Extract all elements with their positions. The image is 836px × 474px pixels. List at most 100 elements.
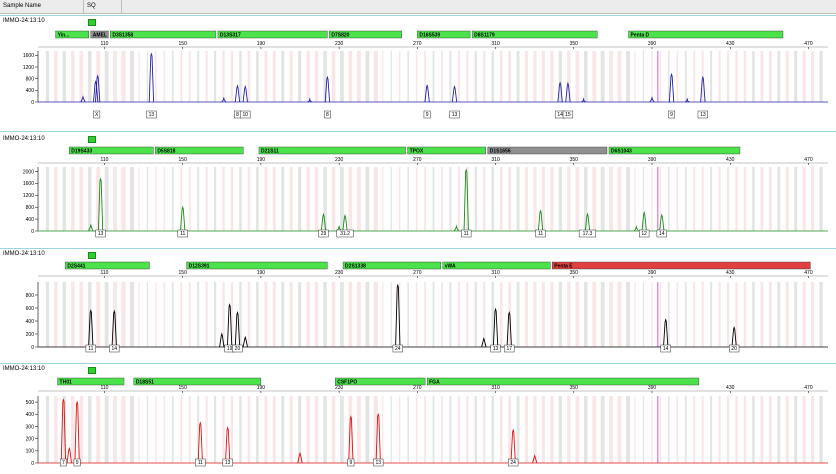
allele-call-label: 11 (464, 231, 469, 237)
bin-column (104, 396, 109, 463)
minor-peak (481, 336, 487, 348)
bin-column (491, 51, 494, 102)
bin-column (558, 167, 563, 231)
allele-peak (663, 318, 669, 348)
panel-4-status-button[interactable] (88, 367, 96, 374)
bin-column (340, 282, 344, 347)
x-tick-label: 430 (726, 270, 735, 276)
bin-column (693, 396, 696, 463)
allele-call-box (728, 344, 740, 353)
bin-column (205, 51, 208, 102)
x-tick-label: 110 (100, 385, 108, 391)
bin-column (752, 282, 755, 347)
bin-column (213, 167, 217, 231)
bin-column (457, 51, 460, 102)
allele-call-box (697, 110, 709, 119)
x-tick-label: 470 (804, 157, 813, 163)
bin-column (71, 396, 75, 463)
bin-column (138, 396, 140, 463)
sample-name-column-header[interactable]: Sample Name (0, 0, 84, 13)
bin-column (62, 167, 67, 231)
allele-call-label: 24 (395, 346, 401, 352)
bin-column (449, 282, 452, 347)
allele-call-label: 24 (510, 460, 516, 466)
x-tick-label: 230 (335, 41, 344, 47)
bin-column (651, 51, 653, 102)
bin-shading (45, 167, 823, 231)
allele-call-label: 17 (506, 346, 512, 352)
panel-3-status-button[interactable] (88, 252, 96, 259)
minor-peak (453, 224, 460, 232)
bin-column (575, 396, 580, 463)
allele-call-box (177, 229, 188, 238)
bin-column (230, 282, 234, 347)
allele-call-label: 8 (326, 112, 329, 118)
bin-column (146, 51, 149, 102)
x-tick-label: 430 (726, 385, 735, 391)
x-tick-label: 430 (726, 41, 735, 47)
bin-column (424, 282, 426, 347)
bin-column (256, 51, 259, 102)
allele-peak (463, 168, 469, 232)
bin-column (390, 282, 392, 347)
bin-column (340, 167, 344, 231)
bin-column (373, 282, 378, 347)
bin-column (121, 282, 126, 347)
bin-column (634, 51, 636, 102)
locus-marker-label: vWA (445, 264, 456, 270)
locus-marker-bar (487, 146, 608, 155)
bin-column (247, 167, 251, 231)
x-tick-label: 350 (570, 41, 579, 47)
bin-column (743, 167, 747, 231)
bin-column (188, 282, 191, 347)
bin-column (222, 282, 225, 347)
bin-column (626, 167, 631, 231)
allele-call-label: 29 (321, 231, 327, 237)
bin-column (651, 282, 653, 347)
bin-column (281, 396, 285, 463)
x-tick-label: 350 (570, 385, 579, 391)
bin-column (600, 396, 605, 463)
bin-column (272, 396, 276, 463)
x-tick-label: 190 (257, 385, 266, 391)
bin-column (701, 282, 704, 347)
locus-marker-label: Yin... (58, 33, 70, 39)
bin-column (626, 51, 631, 102)
bin-column (121, 396, 126, 463)
allele-call-label: 12 (641, 231, 647, 237)
bin-column (810, 396, 815, 463)
bin-column (710, 51, 713, 102)
bin-column (743, 51, 747, 102)
y-tick-label: 500 (26, 400, 35, 406)
bin-column (794, 167, 798, 231)
bin-column (163, 282, 166, 347)
bin-column (794, 282, 798, 347)
x-tick-label: 110 (100, 157, 108, 163)
bin-column (541, 167, 546, 231)
bin-column (155, 396, 157, 463)
bin-column (415, 167, 418, 231)
bin-column (272, 282, 276, 347)
bin-column (222, 167, 225, 231)
bin-column (323, 51, 327, 102)
bin-column (146, 282, 149, 347)
bin-column (785, 282, 789, 347)
bin-column (785, 51, 789, 102)
bin-column (617, 51, 622, 102)
sq-column-header[interactable]: SQ (84, 0, 122, 13)
panel-2-status-button[interactable] (88, 136, 96, 143)
bin-column (676, 51, 679, 102)
bin-column (45, 282, 50, 347)
bin-column (558, 282, 563, 347)
bin-column (180, 167, 183, 231)
allele-peak (557, 81, 563, 103)
bin-column (525, 167, 529, 231)
bin-column (213, 282, 217, 347)
panel-1-status-button[interactable] (88, 19, 96, 26)
bin-column (247, 396, 251, 463)
panel-1-electropherogram: Yin... AMEL D3S1358 D13S317 D7S820 D16S539 D8S… (23, 30, 828, 119)
allele-call-box (222, 458, 233, 467)
allele-call-box (508, 458, 519, 467)
panel-2-sample-name: IMMO-24:13:10 (3, 136, 45, 142)
bin-column (264, 51, 268, 102)
